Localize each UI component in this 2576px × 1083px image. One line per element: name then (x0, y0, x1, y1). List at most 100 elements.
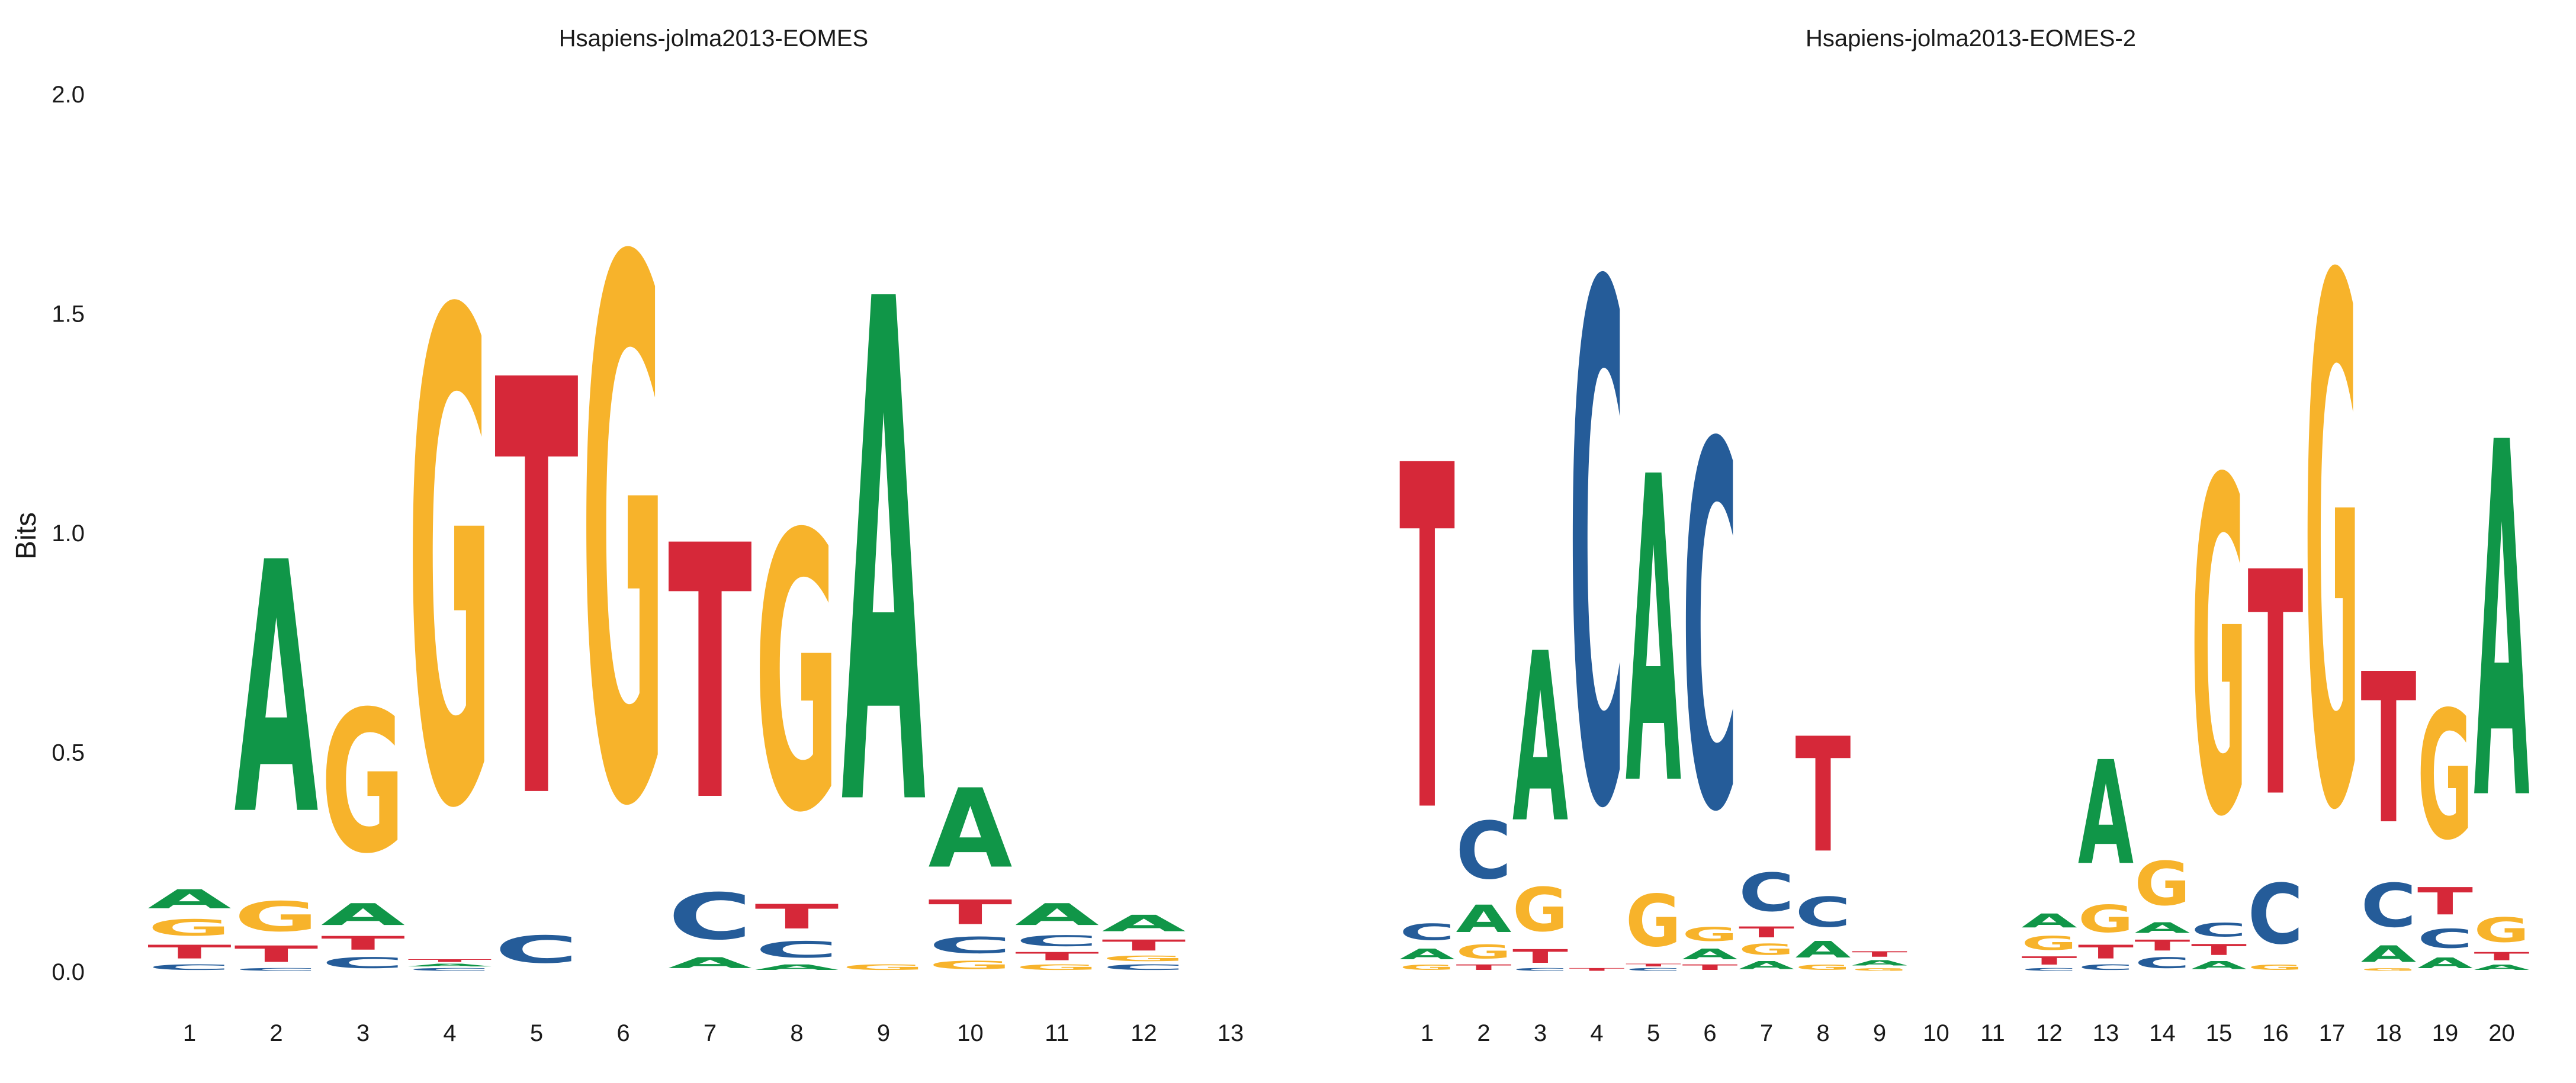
x-tick-label: 7 (704, 1020, 717, 1046)
logo-letter-T-pos-4: T (1569, 968, 1625, 972)
y-tick-label: 0.0 (52, 959, 85, 985)
logo-letter-C-pos-13: C (2078, 963, 2134, 972)
logo-letter-A-pos-5: A (1626, 390, 1682, 879)
logo-letter-G-pos-14: G (2135, 850, 2190, 919)
logo-letter-G-pos-8: G (1796, 963, 1851, 972)
logo-letter-G-pos-9: G (841, 963, 926, 972)
x-tick-label: 4 (443, 1020, 456, 1046)
logo-letter-C-pos-11: C (1015, 932, 1099, 950)
x-tick-label: 13 (1218, 1020, 1244, 1046)
logo-letter-T-pos-1: T (147, 941, 232, 963)
logo-letter-G-pos-6: G (582, 109, 666, 969)
x-tick-label: 12 (1130, 1020, 1157, 1046)
logo-letter-C-pos-7: C (668, 880, 752, 954)
logo-letter-C-pos-12: C (2022, 968, 2077, 972)
logo-letter-C-pos-7: C (1739, 862, 1794, 923)
x-tick-label: 9 (877, 1020, 890, 1046)
x-tick-label: 9 (1873, 1020, 1886, 1046)
logo-letter-C-pos-15: C (2191, 919, 2247, 941)
x-tick-label: 16 (2262, 1020, 2289, 1046)
logo-letter-T-pos-2: T (1456, 963, 1512, 972)
logo-letter-A-pos-14: A (2135, 919, 2190, 936)
logo-letter-C-pos-1: C (147, 963, 232, 972)
y-axis-label: Bits (11, 512, 42, 560)
x-tick-label: 2 (269, 1020, 282, 1046)
logo-letter-G-pos-1: G (147, 915, 232, 941)
panel-1-logo: 1CTGA2CTGA3CTAG4CATG5CT6G7ACT8ACTG9GA10G… (147, 109, 1244, 1046)
logo-letter-A-pos-7: A (668, 954, 752, 972)
logo-letter-T-pos-12: T (2022, 955, 2077, 968)
logo-letter-G-pos-9: G (1852, 968, 1907, 972)
x-tick-label: 13 (2093, 1020, 2119, 1046)
x-tick-label: 19 (2432, 1020, 2459, 1046)
logo-letter-T-pos-8: T (1796, 704, 1851, 888)
panel-1-title: Hsapiens-jolma2013-EOMES (559, 25, 868, 52)
logo-letter-G-pos-12: G (2022, 932, 2077, 954)
logo-letter-C-pos-8: C (1796, 889, 1851, 937)
logo-letter-G-pos-8: G (755, 455, 839, 896)
logo-letter-A-pos-8: A (1796, 937, 1851, 963)
panel-2-logo: 1GACT2TGAC3CTGA4TC5CTGA6TAGC7AGTC8GACT9G… (1399, 130, 2530, 1046)
logo-letter-G-pos-7: G (1739, 941, 1794, 959)
logo-letter-C-pos-19: C (2417, 924, 2473, 955)
x-tick-label: 6 (1703, 1020, 1716, 1046)
logo-letter-T-pos-16: T (2248, 507, 2304, 866)
y-tick-label: 1.5 (52, 301, 85, 327)
logo-letter-C-pos-14: C (2135, 954, 2190, 972)
logo-letter-T-pos-5: T (1626, 963, 1681, 967)
logo-letter-T-pos-2: T (235, 941, 319, 967)
logo-letter-G-pos-6: G (1682, 924, 1738, 946)
logo-letter-G-pos-5: G (1626, 880, 1681, 963)
x-tick-label: 11 (1980, 1020, 2005, 1046)
logo-letter-C-pos-8: C (755, 937, 839, 963)
logo-letter-C-pos-1: C (1399, 919, 1455, 945)
x-tick-label: 1 (1421, 1020, 1434, 1046)
x-tick-label: 3 (1534, 1020, 1547, 1046)
x-tick-label: 8 (790, 1020, 803, 1046)
logo-letter-C-pos-3: C (321, 954, 405, 972)
logo-letter-G-pos-18: G (2361, 968, 2417, 972)
logo-letter-G-pos-2: G (235, 893, 319, 941)
logo-letter-G-pos-17: G (2304, 130, 2360, 969)
logo-letter-G-pos-15: G (2191, 385, 2247, 918)
y-tick-label: 2.0 (52, 82, 85, 108)
x-tick-label: 5 (530, 1020, 543, 1046)
logo-letter-G-pos-19: G (2417, 674, 2473, 879)
x-tick-label: 20 (2488, 1020, 2515, 1046)
logo-letter-C-pos-6: C (1682, 342, 1738, 922)
logo-letter-A-pos-12: A (1102, 911, 1186, 937)
logo-letter-T-pos-3: T (321, 933, 405, 955)
x-tick-label: 2 (1477, 1020, 1490, 1046)
y-tick-label: 0.5 (52, 740, 85, 766)
logo-letter-G-pos-1: G (1399, 963, 1455, 972)
y-tick-label: 1.0 (52, 520, 85, 547)
x-tick-label: 7 (1760, 1020, 1773, 1046)
logo-letter-C-pos-5: C (1626, 968, 1681, 972)
logo-letter-C-pos-4: C (408, 968, 492, 972)
x-tick-label: 1 (183, 1020, 196, 1046)
logo-letter-A-pos-7: A (1739, 959, 1794, 972)
logo-letter-A-pos-9: A (841, 157, 926, 960)
logo-letter-T-pos-20: T (2474, 950, 2530, 963)
logo-letter-C-pos-18: C (2361, 872, 2417, 941)
logo-letter-C-pos-5: C (494, 928, 579, 972)
logo-letter-G-pos-2: G (1456, 941, 1512, 963)
logo-letter-T-pos-19: T (2417, 880, 2473, 924)
logo-letter-G-pos-4: G (408, 175, 492, 956)
logo-letter-A-pos-3: A (1512, 603, 1569, 875)
x-tick-label: 3 (356, 1020, 370, 1046)
logo-letter-T-pos-12: T (1102, 937, 1186, 955)
logo-letter-A-pos-6: A (1682, 946, 1738, 963)
logo-letter-G-pos-11: G (1015, 963, 1099, 972)
logo-letter-T-pos-18: T (2361, 631, 2417, 870)
logo-letter-G-pos-3: G (1512, 876, 1568, 945)
logo-letter-T-pos-4: T (408, 959, 492, 963)
x-tick-label: 8 (1816, 1020, 1829, 1046)
logo-letter-T-pos-10: T (929, 893, 1013, 932)
logo-letter-C-pos-2: C (1456, 805, 1512, 897)
logo-letter-C-pos-3: C (1512, 968, 1568, 972)
logo-letter-C-pos-4: C (1569, 139, 1625, 965)
logo-letter-G-pos-20: G (2474, 911, 2530, 950)
logo-letter-T-pos-6: T (1682, 963, 1738, 972)
x-tick-label: 18 (2375, 1020, 2402, 1046)
